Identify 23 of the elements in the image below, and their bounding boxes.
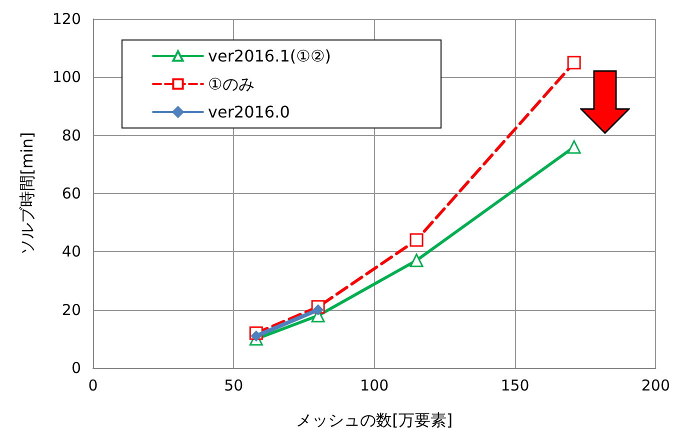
- x-tick-label: 0: [88, 376, 98, 394]
- point: [410, 254, 424, 268]
- x-tick-label: 150: [500, 376, 530, 394]
- legend-label: ①のみ: [208, 74, 254, 94]
- point: [567, 56, 581, 70]
- x-tick-label: 100: [360, 376, 389, 394]
- point: [410, 233, 424, 247]
- y-tick-label: 120: [52, 10, 81, 28]
- y-tick-label: 0: [71, 359, 81, 377]
- y-tick-label: 20: [62, 300, 81, 319]
- x-tick-label: 50: [224, 376, 244, 394]
- legend-label: ver2016.0: [208, 102, 290, 122]
- point: [250, 330, 262, 342]
- x-tick-label: 200: [641, 376, 670, 394]
- y-tick-label: 100: [52, 68, 81, 86]
- legend-label: ver2016.1(①②): [208, 46, 332, 66]
- y-axis-title: ソルブ時間[min]: [18, 132, 36, 255]
- y-tick-label: 40: [62, 242, 81, 261]
- y-tick-label: 80: [62, 126, 81, 144]
- point: [312, 304, 324, 316]
- point: [567, 140, 581, 154]
- y-tick-label: 60: [62, 184, 81, 202]
- x-axis-title: メッシュの数[万要素]: [296, 410, 453, 430]
